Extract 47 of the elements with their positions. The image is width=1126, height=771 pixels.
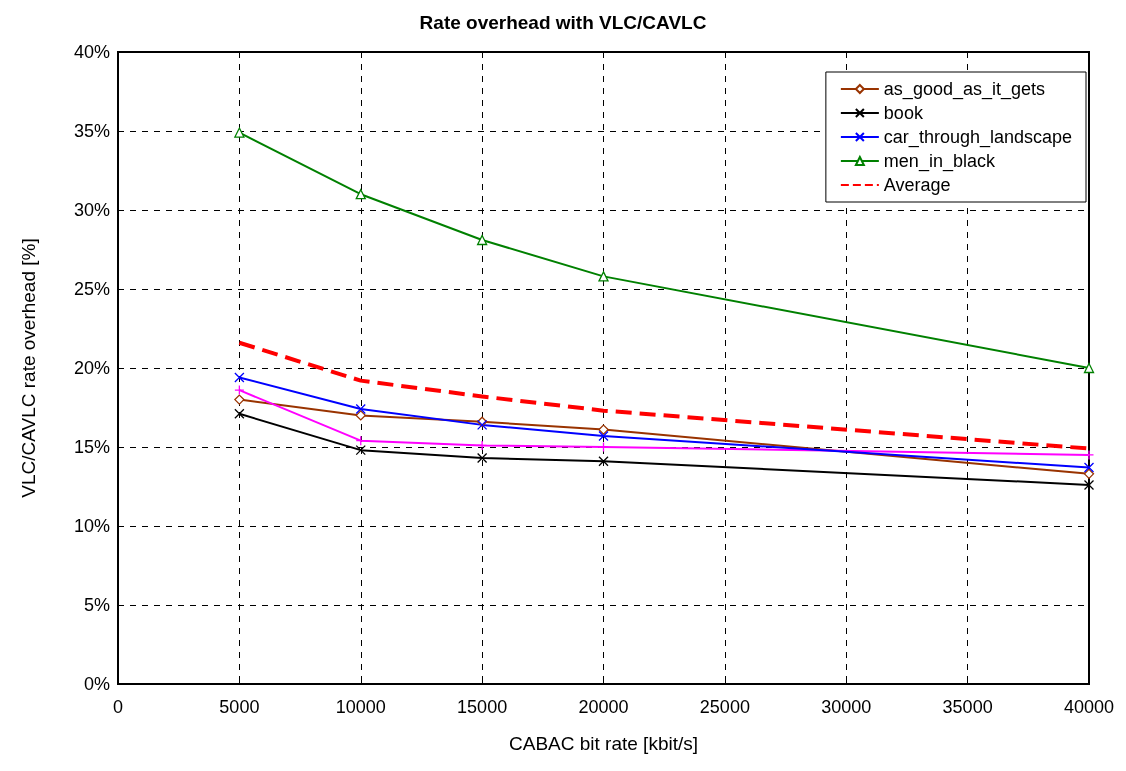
point [476,234,488,246]
point [476,440,488,451]
x-tick-label: 0 [112,697,124,717]
y-tick-label: 10% [73,516,110,536]
point [234,384,245,396]
point [234,394,245,405]
point [598,430,609,442]
point [355,410,366,421]
point [1083,462,1095,473]
y-tick-label: 15% [73,437,110,457]
point [598,271,609,282]
x-tick-label: 30000 [821,697,872,717]
y-tick-label: 40% [73,42,110,62]
legend-label: Average [883,175,951,195]
y-tick-label: 30% [73,200,110,220]
point [234,372,245,383]
x-tick-label: 5000 [219,697,260,717]
point [598,441,609,453]
point [1083,362,1095,374]
point [234,408,245,419]
point [476,452,488,464]
x-tick-label: 10000 [335,697,386,717]
y-tick-label: 0% [83,674,110,694]
legend-label: book [883,103,924,123]
point [355,445,366,456]
y-tick-label: 5% [83,595,110,615]
point [355,189,366,200]
y-tick-label: 25% [73,279,110,299]
x-tick-label: 25000 [699,697,750,717]
x-tick-label: 40000 [1063,697,1115,717]
point [234,127,245,138]
y-tick-label: 35% [73,121,110,141]
point [598,456,609,467]
point [355,403,366,415]
legend-label: as_good_as_it_gets [883,79,1045,100]
legend-label: car_through_landscape [883,127,1072,148]
y-tick-label: 20% [73,358,110,378]
x-tick-label: 35000 [942,697,993,717]
point [1083,468,1095,480]
legend-label: men_in_black [883,151,996,172]
point [598,424,609,435]
point [1083,479,1095,491]
x-tick-label: 15000 [457,697,508,717]
y-axis-title: VLC/CAVLC rate overhead [%] [18,238,39,498]
chart-title: Rate overhead with VLC/CAVLC [419,12,707,33]
x-tick-label: 20000 [578,697,629,717]
x-axis-title: CABAC bit rate [kbit/s] [508,733,699,754]
